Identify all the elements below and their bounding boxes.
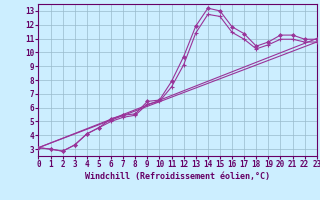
X-axis label: Windchill (Refroidissement éolien,°C): Windchill (Refroidissement éolien,°C) [85,172,270,181]
